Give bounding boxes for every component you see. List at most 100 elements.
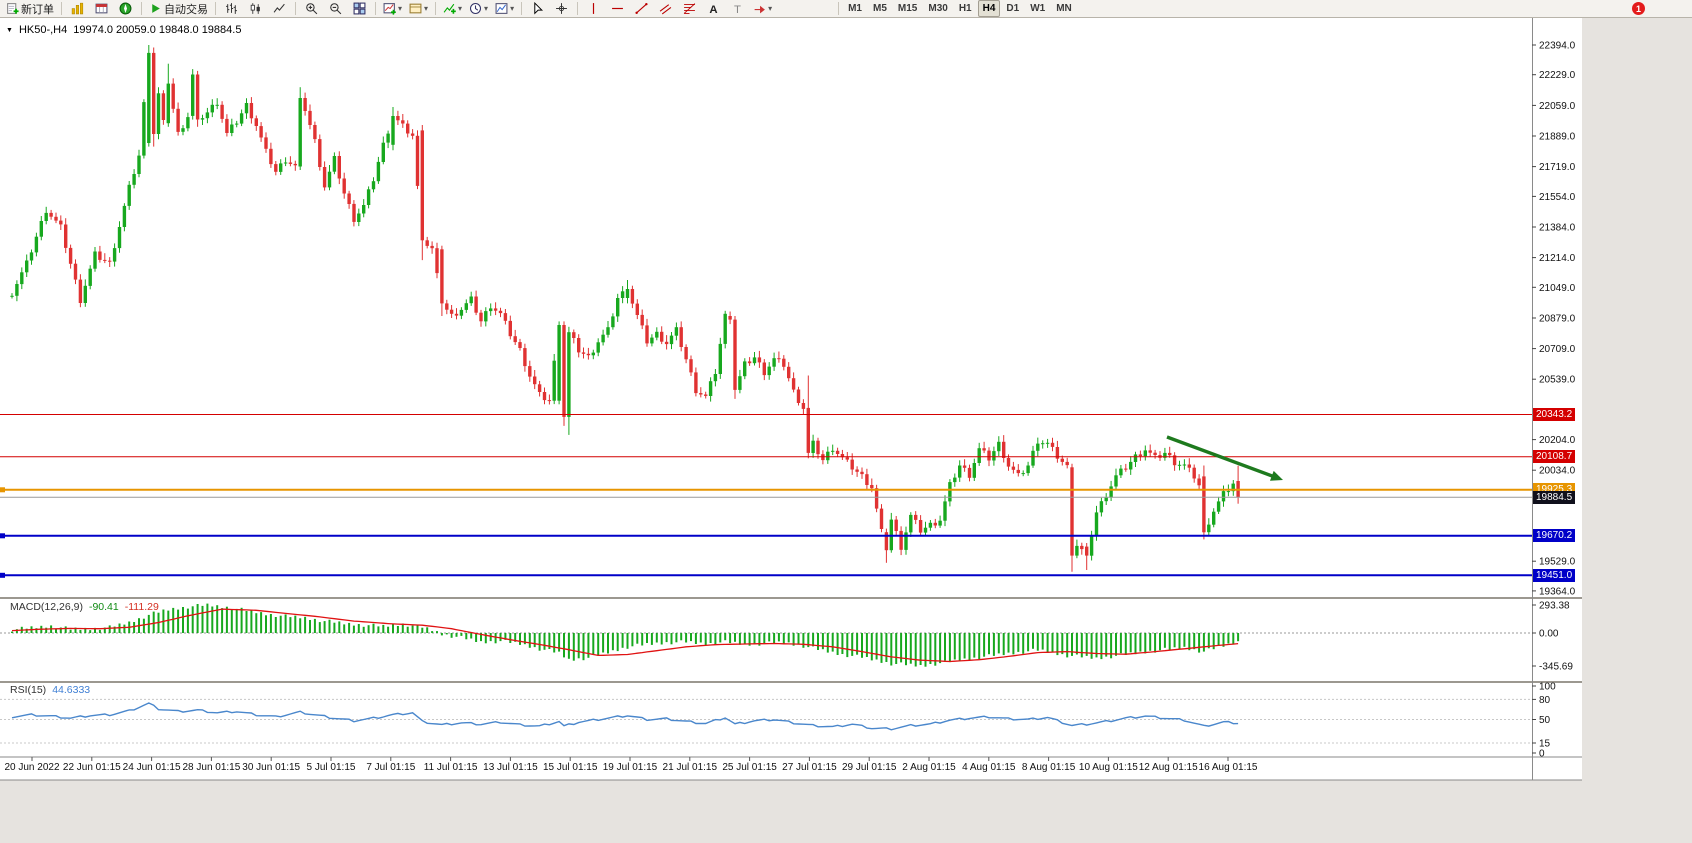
zoom-out-icon [329, 2, 342, 15]
time-axis-label: 29 Jul 01:15 [841, 762, 897, 773]
svg-text:19529.0: 19529.0 [1539, 557, 1576, 568]
svg-text:100: 100 [1539, 682, 1556, 693]
vline-icon [587, 2, 600, 15]
timeframe-w1[interactable]: W1 [1030, 3, 1046, 14]
line-chart-mode-button[interactable] [268, 0, 291, 18]
data-window-toggle[interactable] [90, 0, 113, 18]
crosshair-tool-button[interactable] [550, 0, 573, 18]
profiles-button[interactable]: ▾ [406, 0, 431, 18]
periods-button[interactable]: ▾ [466, 0, 491, 18]
new-order-button[interactable]: 新订单 [3, 0, 57, 18]
candlestick-mode-button[interactable] [244, 0, 267, 18]
horizontal-line-tool[interactable] [606, 0, 629, 18]
timeframe-h1[interactable]: H1 [958, 3, 972, 14]
tile-windows-button[interactable] [348, 0, 371, 18]
svg-text:50: 50 [1539, 715, 1551, 726]
trendline-tool[interactable] [630, 0, 653, 18]
label-tool[interactable]: T [726, 0, 749, 18]
toolbar-separator [215, 2, 216, 15]
vertical-line-tool[interactable] [582, 0, 605, 18]
rsi-value: 44.6333 [52, 684, 91, 696]
market-watch-toggle[interactable] [66, 0, 89, 18]
trend-arrow-annotation[interactable] [1166, 435, 1283, 481]
time-axis-label: 15 Jul 01:15 [542, 762, 598, 773]
price-level-line-19925.3[interactable] [0, 487, 1532, 493]
cursor-tool-button[interactable] [526, 0, 549, 18]
time-axis-label: 4 Aug 01:15 [962, 762, 1016, 773]
dropdown-caret-icon: ▾ [484, 3, 489, 13]
level-price-tag: 20343.2 [1533, 408, 1576, 421]
navigator-toggle[interactable] [114, 0, 137, 18]
tile-windows-icon [353, 2, 366, 15]
templates-icon [495, 2, 508, 15]
svg-text:20879.0: 20879.0 [1539, 314, 1576, 325]
price-level-line-19451[interactable] [0, 572, 1532, 578]
rsi-label: RSI(15) [10, 684, 47, 696]
macd-signal-line [11, 608, 1239, 663]
notification-badge[interactable]: 1 [1632, 2, 1645, 15]
timeframe-d1[interactable]: D1 [1006, 3, 1020, 14]
channel-tool[interactable] [654, 0, 677, 18]
fibonacci-tool[interactable] [678, 0, 701, 18]
timeframe-m5[interactable]: M5 [873, 3, 887, 14]
bar-chart-mode-button[interactable] [220, 0, 243, 18]
rsi-indicator-label: RSI(15) 44.6333 [10, 684, 90, 696]
macd-histogram [11, 603, 1240, 667]
shapes-tool[interactable]: ▾ [750, 0, 775, 18]
cursor-icon [531, 2, 544, 15]
timeframe-m1[interactable]: M1 [848, 3, 862, 14]
level-price-tag: 19670.2 [1533, 529, 1576, 543]
zoom-in-icon [305, 2, 318, 15]
ohlc-readout: ▼ HK50-,H4 19974.0 20059.0 19848.0 19884… [6, 24, 241, 36]
dropdown-caret-icon: ▾ [424, 3, 429, 13]
one-click-trading-collapse-icon[interactable]: ▼ [6, 26, 13, 34]
svg-text:22394.0: 22394.0 [1539, 41, 1576, 52]
market-watch-icon [71, 2, 84, 15]
svg-text:0.00: 0.00 [1539, 629, 1559, 640]
time-axis-label: 10 Aug 01:15 [1078, 762, 1138, 773]
macd-indicator-label: MACD(12,26,9) -90.41 -111.29 [10, 601, 159, 613]
autotrading-toggle-label: 自动交易 [164, 3, 208, 16]
timeframe-m30[interactable]: M30 [928, 3, 948, 14]
timeframe-h4[interactable]: H4 [977, 0, 1001, 17]
hline-icon [611, 2, 624, 15]
time-axis-label: 2 Aug 01:15 [902, 762, 956, 773]
svg-text:21889.0: 21889.0 [1539, 132, 1576, 143]
time-axis-label: 27 Jul 01:15 [782, 762, 837, 773]
time-axis-label: 11 Jul 01:15 [423, 762, 478, 773]
svg-text:21049.0: 21049.0 [1539, 283, 1576, 294]
time-axis-label: 7 Jul 01:15 [366, 762, 416, 773]
autotrading-toggle[interactable]: 自动交易 [146, 0, 211, 18]
zoom-in-button[interactable] [300, 0, 323, 18]
svg-text:20539.0: 20539.0 [1539, 375, 1576, 386]
macd-main-value: -90.41 [88, 601, 119, 613]
timeframe-mn[interactable]: MN [1056, 3, 1072, 14]
indicators-button[interactable]: ▾ [440, 0, 465, 18]
time-axis-label: 13 Jul 01:15 [483, 762, 538, 773]
templates-button[interactable]: ▾ [492, 0, 517, 18]
main-toolbar: 新订单 自动交易 ▾ ▾ ▾ ▾ ▾ A T ▾ M1 M5 M15 M30 H1 H4 D1 W1 MN [0, 0, 1692, 18]
candlestick-series [10, 45, 1240, 572]
bars-chart-icon [225, 2, 238, 15]
trendline-icon [635, 2, 648, 15]
svg-text:20709.0: 20709.0 [1539, 344, 1576, 355]
time-axis-label: 20 Jun 2022 [4, 762, 60, 773]
price-level-line-19670.2[interactable] [0, 533, 1532, 539]
timeframe-m15[interactable]: M15 [897, 3, 918, 14]
indicators-icon [443, 2, 456, 15]
periods-clock-icon [469, 2, 482, 15]
candles-chart-icon [249, 2, 262, 15]
toolbar-separator [375, 2, 376, 15]
rsi-line [11, 702, 1239, 731]
text-tool[interactable]: A [702, 0, 725, 18]
channel-icon [659, 2, 672, 15]
dropdown-caret-icon: ▾ [510, 3, 515, 13]
dropdown-caret-icon: ▾ [398, 3, 403, 13]
svg-text:0: 0 [1539, 749, 1545, 760]
toolbar-separator [61, 2, 62, 15]
svg-text:20204.0: 20204.0 [1539, 435, 1576, 446]
svg-text:T: T [734, 4, 741, 15]
new-chart-button[interactable]: ▾ [380, 0, 405, 18]
zoom-out-button[interactable] [324, 0, 347, 18]
